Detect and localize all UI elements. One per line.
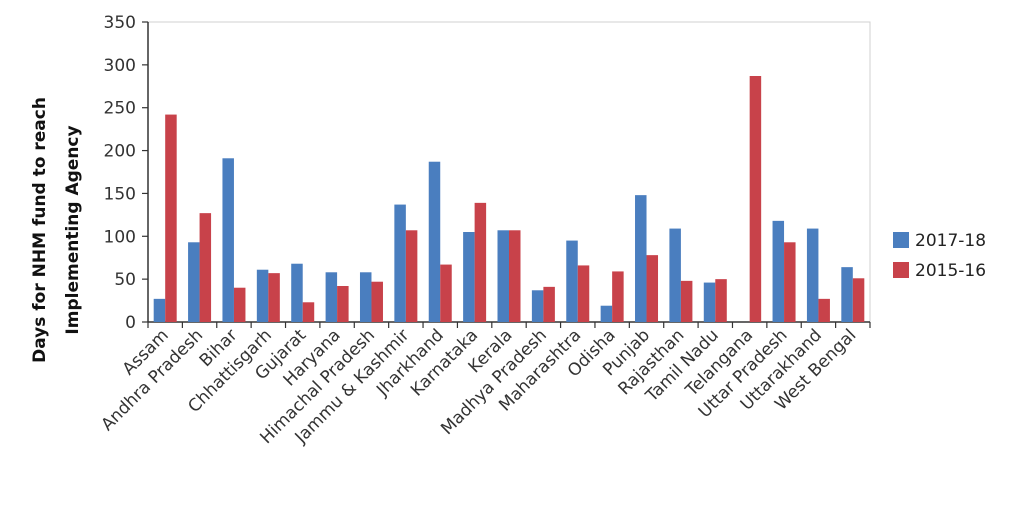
bar-2017-18	[841, 267, 853, 322]
bar-2017-18	[359, 272, 372, 322]
y-tick-label: 50	[114, 270, 136, 290]
bar-2017-18	[394, 204, 406, 322]
bar-2015-16	[268, 273, 280, 322]
y-tick-label: 300	[104, 56, 136, 76]
bar-2017-18	[806, 228, 819, 322]
legend-swatch	[893, 232, 909, 248]
bar-2015-16	[646, 255, 659, 322]
y-tick-label: 250	[104, 99, 136, 119]
legend: 2017-18 2015-16	[893, 231, 986, 281]
bar-2017-18	[153, 298, 166, 322]
y-axis-title: Days for NHM fund to reach Implementing …	[30, 97, 83, 363]
y-tick-label: 100	[104, 227, 136, 247]
bar-2017-18	[188, 242, 200, 322]
bar-2015-16	[233, 287, 246, 322]
bar-2015-16	[440, 264, 452, 322]
bar-2017-18	[600, 305, 613, 322]
y-tick-label: 200	[104, 142, 136, 162]
bar-2015-16	[577, 265, 590, 322]
bar-2015-16	[612, 271, 624, 322]
bar-2015-16	[509, 230, 521, 322]
bar-2015-16	[337, 286, 349, 322]
legend-swatch	[893, 262, 909, 278]
bar-2017-18	[566, 240, 578, 322]
bar-2015-16	[784, 242, 796, 322]
y-axis-title-line-1: Days for NHM fund to reach	[30, 97, 50, 363]
bar-2017-18	[325, 272, 338, 322]
bar-2015-16	[405, 230, 418, 322]
bar-2015-16	[302, 302, 315, 322]
bar-2017-18	[635, 195, 647, 322]
y-tick-label: 150	[104, 184, 136, 204]
bar-2017-18	[222, 158, 234, 322]
bar-2017-18	[497, 230, 509, 322]
bar-2017-18	[291, 263, 303, 322]
bars	[153, 76, 865, 322]
bar-2015-16	[543, 286, 555, 322]
y-axis: 0 50 100 150 200 250 300 350	[104, 13, 148, 333]
legend-label: 2017-18	[915, 231, 986, 251]
y-tick-label: 0	[125, 313, 136, 333]
bar-2017-18	[669, 228, 681, 322]
bar-2015-16	[818, 298, 830, 322]
bar-2017-18	[703, 282, 716, 322]
y-axis-title-line-2: Implementing Agency	[63, 125, 83, 334]
bar-2015-16	[680, 280, 693, 322]
legend-label: 2015-16	[915, 261, 986, 281]
bar-2017-18	[772, 220, 785, 322]
bar-2017-18	[256, 269, 269, 322]
bar-2015-16	[474, 202, 487, 322]
bar-2015-16	[199, 213, 212, 322]
bar-2015-16	[165, 114, 177, 322]
bar-2017-18	[463, 232, 475, 322]
bar-2015-16	[715, 279, 727, 322]
bar-2017-18	[531, 290, 544, 322]
bar-2015-16	[749, 76, 762, 322]
bar-2015-16	[852, 278, 865, 322]
bar-2017-18	[428, 161, 441, 322]
y-tick-label: 350	[104, 13, 136, 33]
bar-2015-16	[371, 281, 383, 322]
